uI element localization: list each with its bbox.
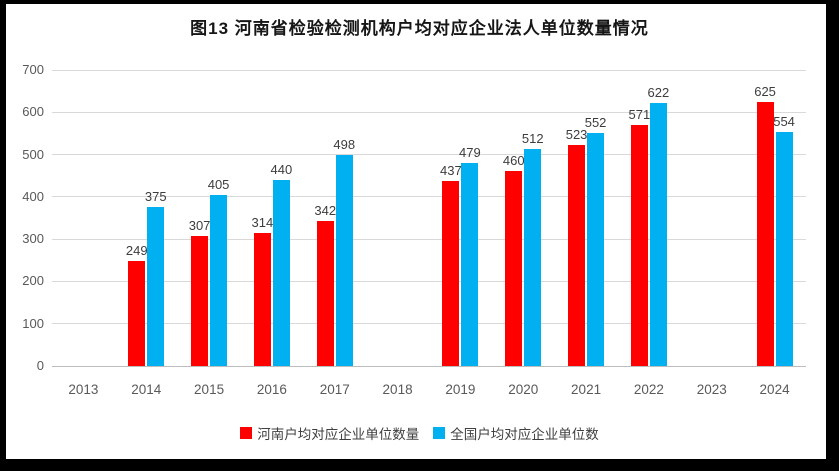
y-tick-label: 400 <box>22 188 44 204</box>
bar-value-label: 375 <box>144 189 167 205</box>
bar <box>272 179 290 366</box>
y-tick-label: 500 <box>22 146 44 162</box>
y-tick-label: 600 <box>22 104 44 120</box>
gridline <box>52 154 806 156</box>
x-tick-label: 2019 <box>445 382 476 397</box>
gridline <box>52 280 806 282</box>
gridline <box>52 323 806 325</box>
bar <box>253 233 271 366</box>
legend-item: 河南户均对应企业单位数量 <box>240 423 419 443</box>
x-tick-label: 2018 <box>382 382 413 397</box>
bar-value-label: 405 <box>207 176 230 192</box>
page-background <box>6 4 826 459</box>
x-tick-label: 2017 <box>319 382 350 397</box>
y-tick-label: 700 <box>22 62 44 77</box>
bar-value-label: 249 <box>125 242 148 258</box>
bar-value-label: 460 <box>502 153 525 169</box>
gridline <box>52 238 806 240</box>
bar-value-label: 498 <box>333 137 356 153</box>
bar-value-label: 479 <box>459 145 481 161</box>
bar-value-label: 342 <box>314 203 337 219</box>
x-tick-label: 2023 <box>696 382 727 397</box>
legend-swatch-icon <box>433 427 446 439</box>
bar-value-label: 554 <box>773 113 795 129</box>
legend-label: 全国户均对应企业单位数 <box>450 427 599 442</box>
bar-value-label: 622 <box>647 84 670 100</box>
bar <box>335 155 353 366</box>
bar-value-label: 440 <box>270 161 293 177</box>
bar-value-label: 625 <box>754 83 776 99</box>
bar <box>442 181 460 366</box>
x-tick-label: 2021 <box>571 382 602 397</box>
x-tick-label: 2014 <box>131 382 162 397</box>
bar <box>630 124 648 366</box>
x-tick-label: 2015 <box>194 382 225 397</box>
bar-value-label: 307 <box>188 218 211 234</box>
x-tick-label: 2020 <box>508 382 539 397</box>
gridline <box>52 196 806 198</box>
y-tick-label: 300 <box>22 231 44 247</box>
legend-label: 河南户均对应企业单位数量 <box>257 427 420 442</box>
y-tick-label: 0 <box>36 358 44 373</box>
bar <box>128 260 146 366</box>
legend-swatch-icon <box>240 427 253 439</box>
bar <box>461 163 479 366</box>
bar <box>568 144 586 366</box>
bar <box>649 102 667 366</box>
x-tick-label: 2013 <box>68 382 99 397</box>
bar <box>587 132 605 366</box>
bar <box>775 131 793 366</box>
bar <box>316 221 334 366</box>
bar <box>147 207 165 366</box>
bar-value-label: 437 <box>440 163 462 179</box>
bar-value-label: 512 <box>521 131 544 147</box>
gridline <box>52 111 806 113</box>
x-tick-label: 2024 <box>759 382 790 397</box>
x-tick-label: 2016 <box>256 382 287 397</box>
bar-value-label: 552 <box>584 114 607 130</box>
bar <box>524 149 542 366</box>
x-axis-line <box>52 366 806 367</box>
gridline <box>52 69 806 71</box>
bar <box>191 236 209 366</box>
y-tick-label: 200 <box>22 273 44 289</box>
y-tick-label: 100 <box>22 315 44 331</box>
bar <box>505 171 523 366</box>
legend: 河南户均对应企业单位数量 全国户均对应企业单位数 <box>0 424 839 442</box>
chart-title: 图13 河南省检验检测机构户均对应企业法人单位数量情况 <box>190 19 649 38</box>
bar <box>210 194 228 366</box>
bar-value-label: 571 <box>628 106 651 122</box>
legend-item: 全国户均对应企业单位数 <box>433 423 599 443</box>
bar-value-label: 314 <box>251 215 274 231</box>
bar <box>756 101 774 366</box>
x-tick-label: 2022 <box>633 382 664 397</box>
bar-value-label: 523 <box>565 126 588 142</box>
